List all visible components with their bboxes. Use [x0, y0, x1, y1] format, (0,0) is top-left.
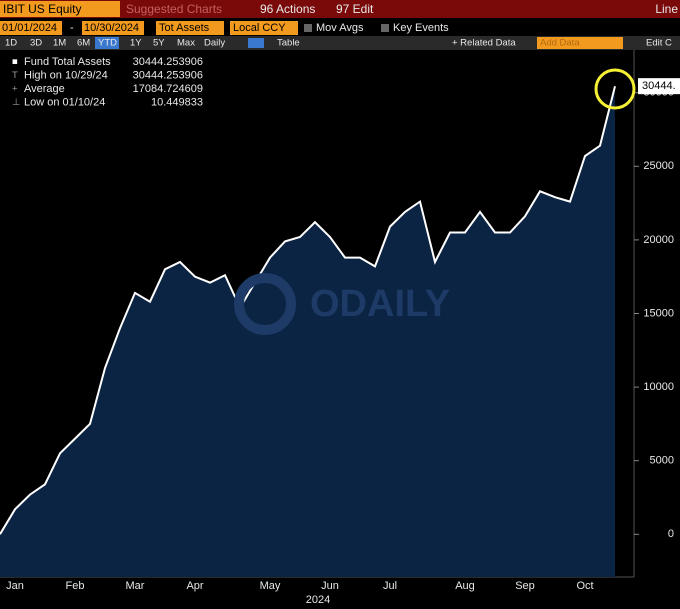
last-value-box — [638, 78, 680, 95]
view[interactable]: Line — [655, 2, 678, 16]
x-tick-label: Jun — [321, 580, 339, 592]
edit-chart[interactable]: Edit C — [646, 38, 672, 49]
related[interactable]: + Related Data — [452, 38, 516, 49]
dash: - — [70, 22, 74, 34]
x-tick-label: Jul — [383, 580, 397, 592]
period[interactable]: 1Y — [130, 38, 142, 49]
ccy-box[interactable] — [230, 21, 298, 35]
actions[interactable]: 96 Actions — [260, 2, 315, 16]
x-label: 2024 — [306, 594, 330, 606]
stat-value: 30444.253906 — [133, 69, 203, 81]
edit[interactable]: 97 Edit — [336, 2, 374, 16]
table[interactable]: Table — [277, 38, 300, 49]
stat-value: 10.449833 — [151, 96, 203, 108]
y-tick-label: 0 — [668, 528, 674, 540]
stat-value: 30444.253906 — [133, 56, 203, 68]
period[interactable]: 6M — [77, 38, 90, 49]
stat-icon: + — [12, 84, 18, 95]
stat-label: Average — [24, 83, 65, 95]
y-tick-label: 5000 — [650, 455, 674, 467]
line — [0, 85, 616, 535]
y-tick-label: 15000 — [643, 307, 674, 319]
add-box[interactable] — [537, 37, 623, 49]
stat-icon: ■ — [12, 57, 18, 68]
stat-icon: T — [12, 70, 18, 81]
top-bar — [0, 0, 680, 18]
stat-icon: ⊥ — [12, 97, 20, 108]
x-tick-label: Oct — [576, 580, 593, 592]
x-tick-label: Feb — [66, 580, 85, 592]
period[interactable]: 1D — [5, 38, 17, 49]
stat-label: Low on 01/10/24 — [24, 96, 105, 108]
checkbox[interactable] — [381, 24, 389, 32]
end-date[interactable]: 10/30/2024 — [84, 22, 139, 34]
field[interactable]: Tot Assets — [159, 22, 210, 34]
chart-icon[interactable] — [248, 38, 264, 48]
period[interactable]: Max — [177, 38, 195, 49]
mov-avgs[interactable]: Mov Avgs — [316, 22, 364, 34]
x-tick-label: May — [260, 580, 281, 592]
key-events[interactable]: Key Events — [393, 22, 449, 34]
period[interactable]: 3D — [30, 38, 42, 49]
highlight-circle — [594, 68, 636, 110]
stat-label: High on 10/29/24 — [24, 69, 108, 81]
watermark: ODAILY — [310, 283, 450, 325]
ticker[interactable]: IBIT US Equity — [3, 2, 81, 16]
period-bar — [0, 36, 680, 50]
suggested[interactable]: Suggested Charts — [126, 2, 222, 16]
add-data[interactable]: Add Data — [540, 38, 580, 49]
currency[interactable]: Local CCY — [233, 22, 286, 34]
area — [0, 86, 615, 577]
stat-label: Fund Total Assets — [24, 56, 111, 68]
end-box[interactable] — [82, 21, 144, 35]
stat-value: 17084.724609 — [133, 83, 203, 95]
x-tick-label: Aug — [455, 580, 475, 592]
period[interactable]: 5Y — [153, 38, 165, 49]
start-date[interactable]: 01/01/2024 — [2, 22, 57, 34]
legend-box — [2, 53, 207, 113]
y-tick-label: 20000 — [643, 234, 674, 246]
x-tick-label: Sep — [515, 580, 535, 592]
watermark-logo — [234, 273, 296, 335]
ticker-box[interactable] — [0, 1, 120, 17]
last-value-label: 30444. — [642, 80, 676, 92]
start-box[interactable] — [0, 21, 62, 35]
field-box[interactable] — [156, 21, 224, 35]
y-tick-label: 25000 — [643, 160, 674, 172]
x-tick-label: Mar — [126, 580, 145, 592]
x-tick-label: Jan — [6, 580, 24, 592]
checkbox[interactable] — [304, 24, 312, 32]
y-tick-label: 10000 — [643, 381, 674, 393]
frequency[interactable]: Daily — [204, 38, 225, 49]
x-tick-label: Apr — [186, 580, 203, 592]
period[interactable]: 1M — [53, 38, 66, 49]
period-active — [95, 37, 119, 49]
period[interactable]: YTD — [98, 38, 117, 49]
